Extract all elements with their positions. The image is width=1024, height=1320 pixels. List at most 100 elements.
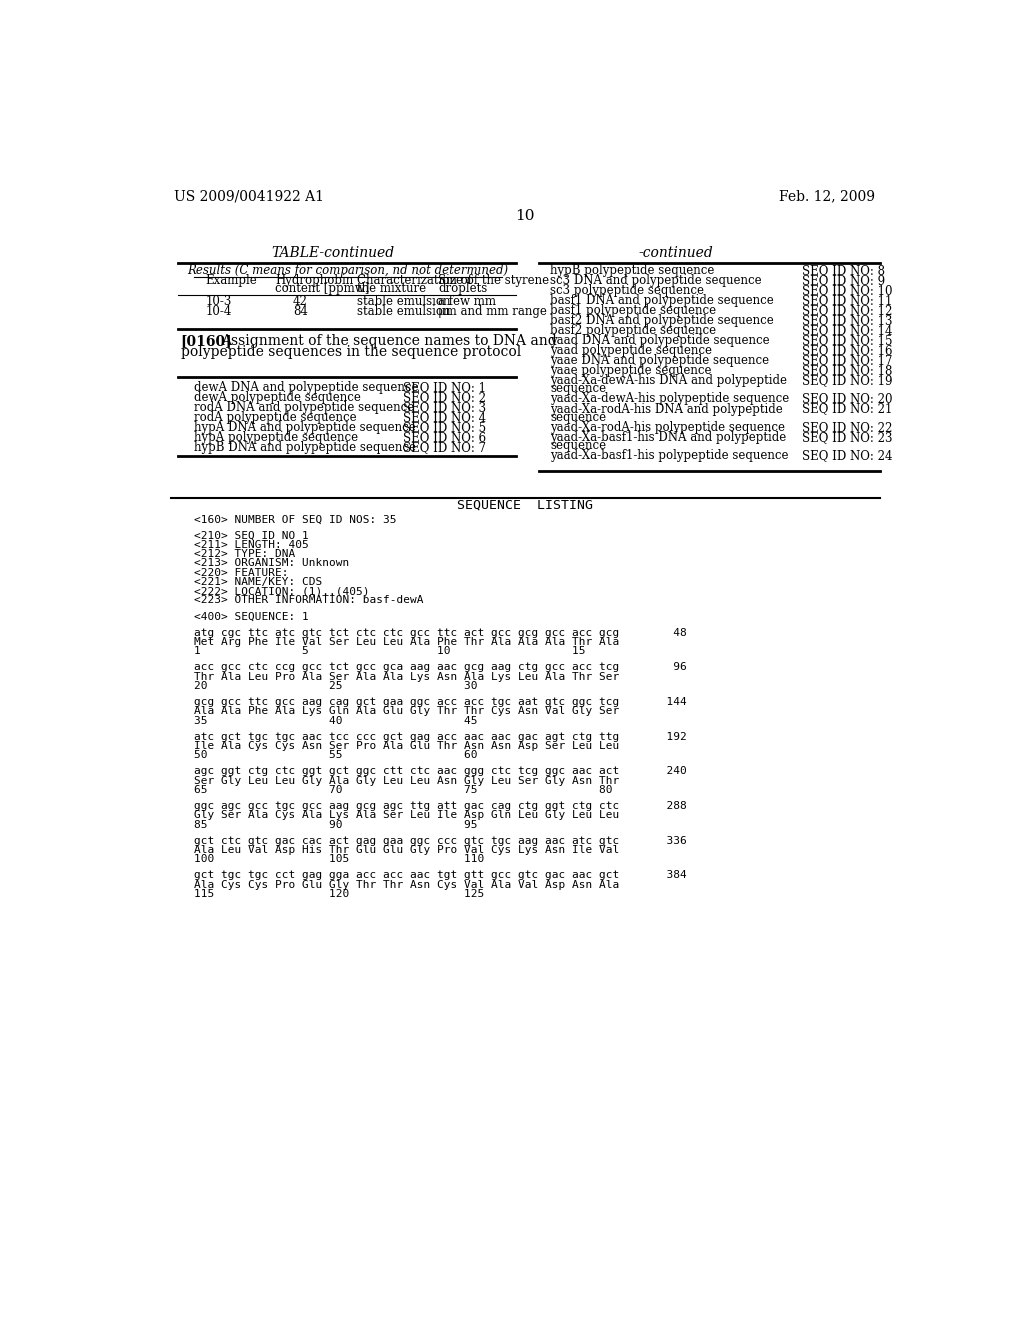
Text: Characterization of: Characterization of [356,275,472,286]
Text: yaad-Xa-rodA-his polypeptide sequence: yaad-Xa-rodA-his polypeptide sequence [550,421,785,434]
Text: SEQ ID NO: 8: SEQ ID NO: 8 [802,264,886,277]
Text: agc ggt ctg ctc ggt gct ggc ctt ctc aac ggg ctc tcg ggc aac act       240: agc ggt ctg ctc ggt gct ggc ctt ctc aac … [194,767,687,776]
Text: Met Arg Phe Ile Val Ser Leu Leu Ala Phe Thr Ala Ala Ala Thr Ala: Met Arg Phe Ile Val Ser Leu Leu Ala Phe … [194,638,620,647]
Text: 10-4: 10-4 [206,305,231,318]
Text: SEQ ID NO: 19: SEQ ID NO: 19 [802,374,893,387]
Text: gct tgc tgc cct gag gga acc acc aac tgt gtt gcc gtc gac aac gct       384: gct tgc tgc cct gag gga acc acc aac tgt … [194,870,687,880]
Text: SEQ ID NO: 7: SEQ ID NO: 7 [403,441,486,454]
Text: μm and mm range: μm and mm range [438,305,547,318]
Text: yaad-Xa-dewA-his DNA and polypeptide: yaad-Xa-dewA-his DNA and polypeptide [550,374,787,387]
Text: SEQ ID NO: 5: SEQ ID NO: 5 [403,421,486,434]
Text: <211> LENGTH: 405: <211> LENGTH: 405 [194,540,308,550]
Text: content [ppmw]: content [ppmw] [275,281,370,294]
Text: gcg gcc ttc gcc aag cag gct gaa ggc acc acc tgc aat gtc ggc tcg       144: gcg gcc ttc gcc aag cag gct gaa ggc acc … [194,697,687,708]
Text: 85                  90                  95: 85 90 95 [194,820,477,829]
Text: stable emulsion: stable emulsion [356,305,451,318]
Text: SEQ ID NO: 20: SEQ ID NO: 20 [802,392,893,405]
Text: SEQ ID NO: 15: SEQ ID NO: 15 [802,334,893,347]
Text: SEQ ID NO: 23: SEQ ID NO: 23 [802,432,893,444]
Text: -continued: -continued [638,246,713,260]
Text: sequence: sequence [550,440,606,453]
Text: rodA DNA and polypeptide sequence: rodA DNA and polypeptide sequence [194,401,414,414]
Text: yaad-Xa-rodA-his DNA and polypeptide: yaad-Xa-rodA-his DNA and polypeptide [550,403,783,416]
Text: the mixture: the mixture [356,281,426,294]
Text: hypA DNA and polypeptide sequence: hypA DNA and polypeptide sequence [194,421,416,434]
Text: <222> LOCATION: (1)..(405): <222> LOCATION: (1)..(405) [194,586,370,597]
Text: basf2 DNA and polypeptide sequence: basf2 DNA and polypeptide sequence [550,314,774,327]
Text: TABLE-continued: TABLE-continued [271,246,395,260]
Text: rodA polypeptide sequence: rodA polypeptide sequence [194,411,356,424]
Text: 65                  70                  75                  80: 65 70 75 80 [194,785,612,795]
Text: SEQ ID NO: 12: SEQ ID NO: 12 [802,304,893,317]
Text: sc3 DNA and polypeptide sequence: sc3 DNA and polypeptide sequence [550,275,762,286]
Text: 50                  55                  60: 50 55 60 [194,750,477,760]
Text: Thr Ala Leu Pro Ala Ser Ala Ala Lys Asn Ala Lys Leu Ala Thr Ser: Thr Ala Leu Pro Ala Ser Ala Ala Lys Asn … [194,672,620,681]
Text: SEQ ID NO: 10: SEQ ID NO: 10 [802,284,893,297]
Text: SEQ ID NO: 2: SEQ ID NO: 2 [403,391,486,404]
Text: yaad-Xa-basf1-his DNA and polypeptide: yaad-Xa-basf1-his DNA and polypeptide [550,432,786,444]
Text: yaad DNA and polypeptide sequence: yaad DNA and polypeptide sequence [550,334,770,347]
Text: yaad-Xa-dewA-his polypeptide sequence: yaad-Xa-dewA-his polypeptide sequence [550,392,790,405]
Text: Ala Ala Phe Ala Lys Gln Ala Glu Gly Thr Thr Cys Asn Val Gly Ser: Ala Ala Phe Ala Lys Gln Ala Glu Gly Thr … [194,706,620,717]
Text: hypB DNA and polypeptide sequence: hypB DNA and polypeptide sequence [194,441,416,454]
Text: yaad polypeptide sequence: yaad polypeptide sequence [550,345,713,356]
Text: sequence: sequence [550,383,606,396]
Text: Ala Cys Cys Pro Glu Gly Thr Thr Asn Cys Val Ala Val Asp Asn Ala: Ala Cys Cys Pro Glu Gly Thr Thr Asn Cys … [194,879,620,890]
Text: <221> NAME/KEY: CDS: <221> NAME/KEY: CDS [194,577,323,587]
Text: <160> NUMBER OF SEQ ID NOS: 35: <160> NUMBER OF SEQ ID NOS: 35 [194,515,396,524]
Text: droplets: droplets [438,281,487,294]
Text: dewA polypeptide sequence: dewA polypeptide sequence [194,391,360,404]
Text: SEQUENCE  LISTING: SEQUENCE LISTING [457,499,593,512]
Text: SEQ ID NO: 3: SEQ ID NO: 3 [403,401,486,414]
Text: [0160]: [0160] [180,334,232,347]
Text: SEQ ID NO: 21: SEQ ID NO: 21 [802,403,893,416]
Text: acc gcc ctc ccg gcc tct gcc gca aag aac gcg aag ctg gcc acc tcg        96: acc gcc ctc ccg gcc tct gcc gca aag aac … [194,663,687,672]
Text: 100                 105                 110: 100 105 110 [194,854,484,865]
Text: Results (C means for comparison, nd not determined): Results (C means for comparison, nd not … [186,264,508,277]
Text: <400> SEQUENCE: 1: <400> SEQUENCE: 1 [194,611,308,622]
Text: <223> OTHER INFORMATION: basf-dewA: <223> OTHER INFORMATION: basf-dewA [194,595,423,606]
Text: <220> FEATURE:: <220> FEATURE: [194,568,289,578]
Text: atg cgc ttc atc gtc tct ctc ctc gcc ttc act gcc gcg gcc acc gcg        48: atg cgc ttc atc gtc tct ctc ctc gcc ttc … [194,628,687,638]
Text: hypB polypeptide sequence: hypB polypeptide sequence [550,264,715,277]
Text: basf1 DNA and polypeptide sequence: basf1 DNA and polypeptide sequence [550,294,774,308]
Text: 35                  40                  45: 35 40 45 [194,715,477,726]
Text: SEQ ID NO: 16: SEQ ID NO: 16 [802,345,893,356]
Text: SEQ ID NO: 17: SEQ ID NO: 17 [802,354,893,367]
Text: Feb. 12, 2009: Feb. 12, 2009 [779,190,876,203]
Text: 20                  25                  30: 20 25 30 [194,681,477,690]
Text: yaae polypeptide sequence: yaae polypeptide sequence [550,364,712,378]
Text: <213> ORGANISM: Unknown: <213> ORGANISM: Unknown [194,558,349,569]
Text: 10: 10 [515,209,535,223]
Text: yaad-Xa-basf1-his polypeptide sequence: yaad-Xa-basf1-his polypeptide sequence [550,450,788,462]
Text: hypA polypeptide sequence: hypA polypeptide sequence [194,432,358,444]
Text: ggc agc gcc tgc gcc aag gcg agc ttg att gac cag ctg ggt ctg ctc       288: ggc agc gcc tgc gcc aag gcg agc ttg att … [194,801,687,810]
Text: Ile Ala Cys Cys Asn Ser Pro Ala Glu Thr Asn Asn Asp Ser Leu Leu: Ile Ala Cys Cys Asn Ser Pro Ala Glu Thr … [194,741,620,751]
Text: Size of the styrene: Size of the styrene [438,275,549,286]
Text: SEQ ID NO: 18: SEQ ID NO: 18 [802,364,893,378]
Text: SEQ ID NO: 1: SEQ ID NO: 1 [403,381,486,393]
Text: Example: Example [206,275,257,286]
Text: SEQ ID NO: 9: SEQ ID NO: 9 [802,275,886,286]
Text: SEQ ID NO: 11: SEQ ID NO: 11 [802,294,893,308]
Text: 42: 42 [293,294,308,308]
Text: Ala Leu Val Asp His Thr Glu Glu Gly Pro Val Cys Lys Asn Ile Val: Ala Leu Val Asp His Thr Glu Glu Gly Pro … [194,845,620,855]
Text: Gly Ser Ala Cys Ala Lys Ala Ser Leu Ile Asp Gln Leu Gly Leu Leu: Gly Ser Ala Cys Ala Lys Ala Ser Leu Ile … [194,810,620,820]
Text: basf2 polypeptide sequence: basf2 polypeptide sequence [550,323,717,337]
Text: Ser Gly Leu Leu Gly Ala Gly Leu Leu Asn Gly Leu Ser Gly Asn Thr: Ser Gly Leu Leu Gly Ala Gly Leu Leu Asn … [194,776,620,785]
Text: dewA DNA and polypeptide sequence: dewA DNA and polypeptide sequence [194,381,419,393]
Text: SEQ ID NO: 22: SEQ ID NO: 22 [802,421,893,434]
Text: yaae DNA and polypeptide sequence: yaae DNA and polypeptide sequence [550,354,769,367]
Text: 1               5                   10                  15: 1 5 10 15 [194,647,586,656]
Text: Assignment of the sequence names to DNA and: Assignment of the sequence names to DNA … [221,334,557,347]
Text: basf1 polypeptide sequence: basf1 polypeptide sequence [550,304,717,317]
Text: <212> TYPE: DNA: <212> TYPE: DNA [194,549,295,560]
Text: <210> SEQ ID NO 1: <210> SEQ ID NO 1 [194,531,308,541]
Text: sequence: sequence [550,411,606,424]
Text: SEQ ID NO: 13: SEQ ID NO: 13 [802,314,893,327]
Text: atc gct tgc tgc aac tcc ccc gct gag acc aac aac gac agt ctg ttg       192: atc gct tgc tgc aac tcc ccc gct gag acc … [194,731,687,742]
Text: polypeptide sequences in the sequence protocol: polypeptide sequences in the sequence pr… [180,345,521,359]
Text: Hydrophobin: Hydrophobin [275,275,353,286]
Text: stable emulsion: stable emulsion [356,294,451,308]
Text: SEQ ID NO: 24: SEQ ID NO: 24 [802,450,893,462]
